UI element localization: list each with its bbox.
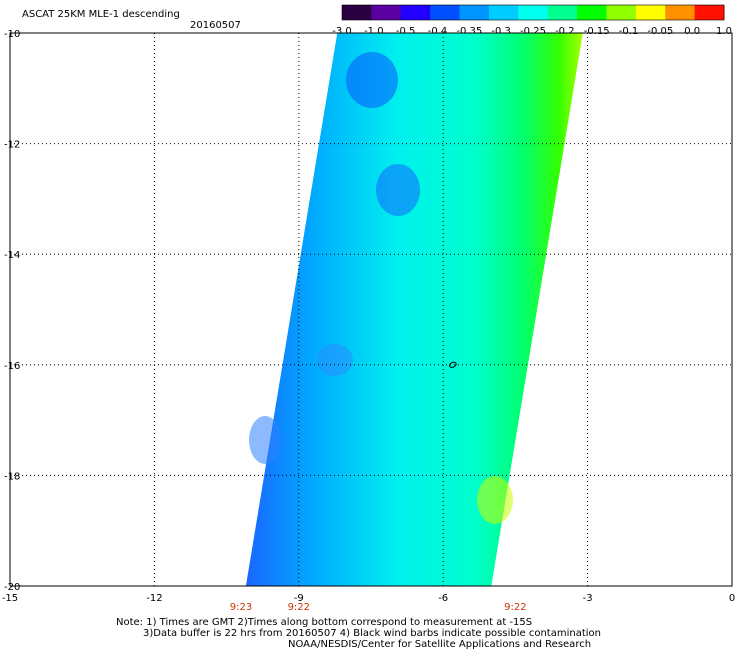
colorbar-swatch <box>577 5 607 20</box>
colorbar-label: -0.15 <box>584 26 610 37</box>
x-tick-label: -6 <box>438 593 448 604</box>
x-axis-ticks: -15 -12 -9 -6 -3 0 <box>2 593 735 604</box>
swath-patch <box>346 52 398 108</box>
colorbar-swatch <box>400 5 431 20</box>
y-tick-label: -18 <box>4 471 20 482</box>
y-tick-label: -12 <box>4 140 20 151</box>
colorbar-swatch <box>459 5 490 20</box>
map-frame <box>9 32 733 587</box>
colorbar-swatch <box>430 5 461 20</box>
colorbar-swatch <box>665 5 696 20</box>
wind-barb-marker <box>449 361 457 368</box>
x-tick-label: -15 <box>2 593 18 604</box>
time-label: 9:22 <box>288 602 310 613</box>
figure-title: ASCAT 25KM MLE-1 descending <box>22 9 180 20</box>
note-line-2: 3)Data buffer is 22 hrs from 20160507 4)… <box>143 628 601 639</box>
colorbar-swatch <box>635 5 666 20</box>
colorbar-swatch <box>488 5 519 20</box>
colorbar-label: -0.35 <box>456 26 482 37</box>
colorbar-frame <box>341 4 725 21</box>
colorbar: -3.0 -1.0 -0.5 -0.4 -0.35 -0.3 -0.25 -0.2 -0.15-… <box>332 4 732 37</box>
y-axis-ticks: -10 -12 -14 -16 -18 -20 <box>4 29 20 593</box>
colorbar-swatch <box>342 5 372 20</box>
time-label: 9:23 <box>230 602 252 613</box>
x-tick-label: 0 <box>729 593 735 604</box>
colorbar-swatch <box>694 5 725 20</box>
colorbar-label: -0.3 <box>491 26 511 37</box>
note-line-3: NOAA/NESDIS/Center for Satellite Applica… <box>288 639 591 650</box>
colorbar-label: -3.0 <box>332 26 352 37</box>
colorbar-label: -0.1 <box>619 26 639 37</box>
colorbar-label: 1.0 <box>716 26 732 37</box>
x-tick-label: -9 <box>294 593 304 604</box>
colorbar-label: -0.2 <box>555 26 575 37</box>
colorbar-swatch <box>606 5 637 20</box>
colorbar-swatch <box>371 5 402 20</box>
colorbar-label: -1.0 <box>364 26 384 37</box>
note-line-1: Note: 1) Times are GMT 2)Times along bot… <box>116 617 532 628</box>
y-tick-label: -14 <box>4 250 20 261</box>
colorbar-label: 0.0 <box>684 26 700 37</box>
x-tick-label: -12 <box>146 593 162 604</box>
colorbar-swatch <box>518 5 549 20</box>
time-label: 9:22 <box>504 602 526 613</box>
colorbar-label: -0.5 <box>396 26 416 37</box>
swath-features <box>249 52 513 524</box>
colorbar-label: -0.05 <box>647 26 673 37</box>
swath-patch <box>249 416 281 464</box>
x-tick-label: -3 <box>583 593 593 604</box>
y-tick-label: -16 <box>4 361 20 372</box>
y-tick-label: -10 <box>4 29 20 40</box>
swath-coverage <box>245 33 583 586</box>
colorbar-swatch <box>547 5 578 20</box>
swath-patch <box>376 164 420 216</box>
time-labels: 9:23 9:22 9:22 <box>230 602 527 613</box>
swath-patch <box>317 344 353 376</box>
figure-date: 20160507 <box>190 20 241 31</box>
colorbar-label: -0.25 <box>520 26 546 37</box>
y-tick-label: -20 <box>4 582 20 593</box>
swath-patch <box>477 476 513 524</box>
map-area: -15 -12 -9 -6 -3 0 -10-12-14-16-18-20 9:23 9:2… <box>2 29 735 613</box>
colorbar-label: -0.4 <box>428 26 448 37</box>
